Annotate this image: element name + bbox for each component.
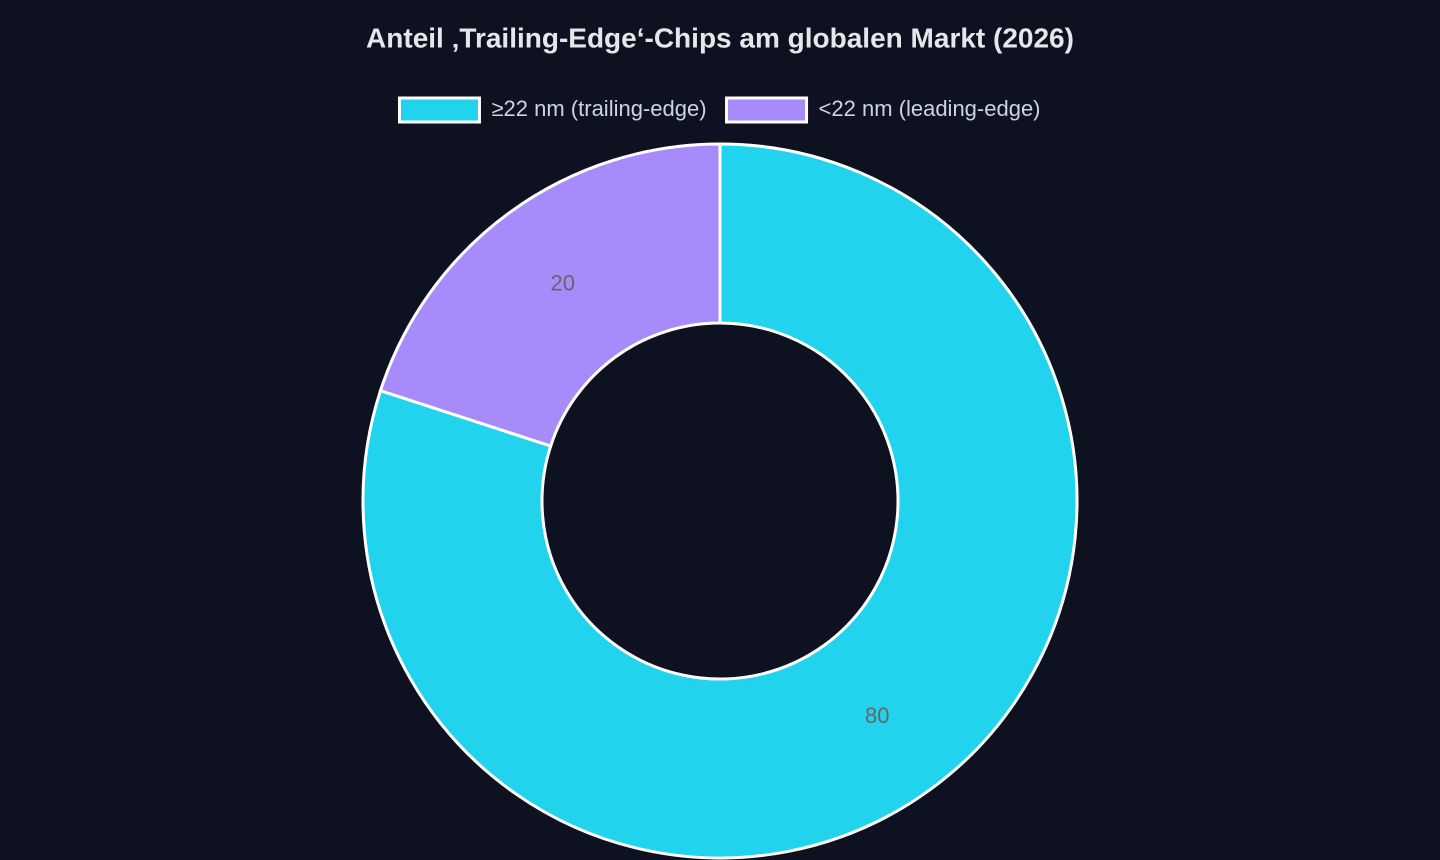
legend-label: <22 nm (leading-edge): [819, 96, 1041, 121]
data-label: 80: [865, 703, 889, 728]
slice: [361, 142, 1079, 860]
slice: [378, 142, 722, 448]
legend-swatch: [725, 96, 809, 124]
chart-title: Anteil ‚Trailing-Edge‘-Chips am globalen…: [366, 22, 1074, 53]
legend-label: ≥22 nm (trailing-edge): [491, 96, 706, 121]
legend-swatch: [397, 96, 481, 124]
data-label: 20: [551, 270, 575, 295]
